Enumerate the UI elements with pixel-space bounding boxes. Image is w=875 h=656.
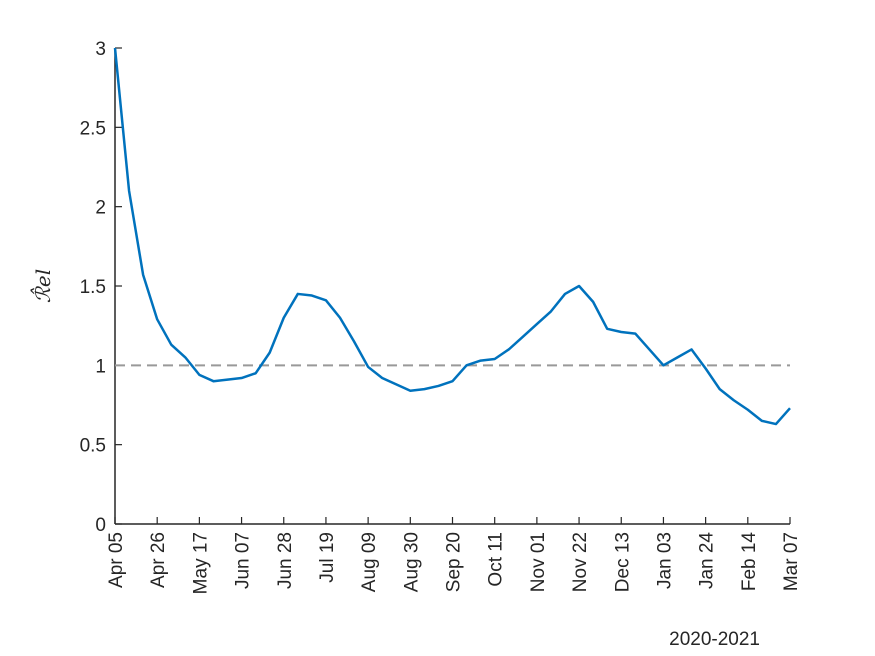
y-tick-label: 2.5 — [80, 118, 106, 139]
x-tick-label: Apr 26 — [148, 532, 169, 588]
y-axis-label: ℛ̂el — [30, 269, 55, 303]
x-tick-label: Jan 03 — [654, 532, 675, 589]
x-tick-label: Jun 28 — [275, 532, 296, 589]
x-tick-label: Nov 01 — [528, 532, 549, 592]
x-axis-label: 2020-2021 — [669, 629, 760, 650]
x-tick-label: Mar 07 — [781, 532, 802, 591]
x-tick-label: Nov 22 — [570, 532, 591, 592]
x-tick-label: Jan 24 — [697, 532, 718, 589]
y-tick-label: 3 — [95, 39, 106, 60]
x-tick-label: Aug 30 — [401, 532, 422, 592]
x-tick-label: Oct 11 — [486, 532, 507, 587]
x-tick-label: Dec 13 — [612, 532, 633, 592]
x-tick-label: Jun 07 — [233, 532, 254, 589]
y-tick-label: 1.5 — [80, 277, 106, 298]
x-tick-label: Jul 19 — [317, 532, 338, 583]
x-tick-label: Aug 09 — [359, 532, 380, 592]
x-tick-label: Apr 05 — [106, 532, 127, 588]
y-tick-label: 2 — [95, 198, 106, 219]
y-tick-label: 0.5 — [80, 436, 106, 457]
x-tick-label: May 17 — [190, 532, 211, 594]
y-tick-label: 1 — [95, 356, 106, 377]
y-tick-label: 0 — [95, 515, 106, 536]
x-tick-label: Feb 14 — [739, 532, 760, 592]
data-line — [113, 47, 791, 426]
x-tick-label: Sep 20 — [444, 532, 465, 592]
